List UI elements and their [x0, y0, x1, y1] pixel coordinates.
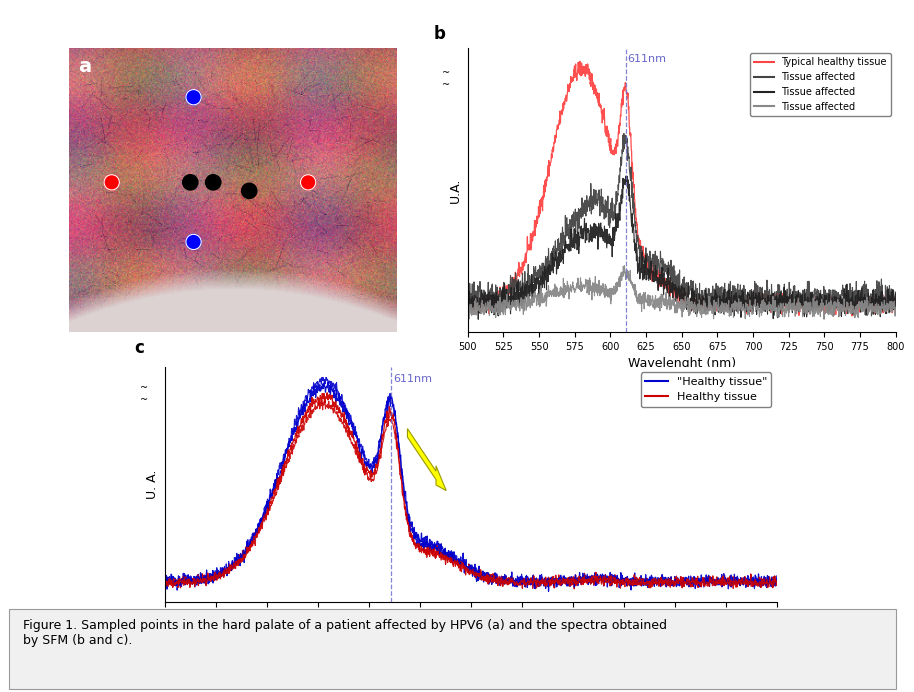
Y-axis label: U. A.: U. A. [146, 470, 159, 499]
Circle shape [186, 235, 201, 250]
Circle shape [186, 89, 201, 105]
Text: b: b [433, 25, 445, 43]
Tissue affected [644, 268, 655, 276]
Tissue affected [819, 315, 830, 323]
Tissue affected [653, 296, 664, 304]
Tissue affected [619, 262, 630, 270]
FancyArrow shape [408, 428, 446, 491]
"Healthy tissue" [323, 379, 334, 387]
Tissue affected [621, 172, 632, 180]
Tissue affected [654, 274, 664, 282]
Tissue affected [890, 303, 901, 311]
Tissue affected [890, 288, 901, 296]
Line: Tissue affected: Tissue affected [468, 266, 896, 319]
Text: c: c [133, 339, 143, 357]
Text: ~
~: ~ ~ [140, 383, 148, 405]
Healthy tissue [508, 578, 519, 586]
Typical healthy tissue [644, 263, 655, 271]
Tissue affected [513, 303, 524, 311]
Circle shape [183, 174, 198, 190]
Tissue affected [644, 273, 655, 281]
Typical healthy tissue [495, 293, 506, 301]
Tissue affected [706, 301, 717, 309]
Tissue affected [495, 286, 506, 295]
Circle shape [206, 174, 221, 190]
Healthy tissue [322, 389, 333, 397]
Circle shape [104, 174, 120, 190]
Circle shape [241, 183, 257, 199]
Tissue affected [661, 284, 672, 293]
Tissue affected [462, 302, 473, 311]
Tissue affected [707, 298, 717, 306]
"Healthy tissue" [432, 537, 443, 545]
Tissue affected [661, 289, 672, 297]
Tissue affected [495, 295, 506, 303]
Y-axis label: U.A.: U.A. [449, 178, 462, 203]
Typical healthy tissue [513, 265, 524, 273]
Tissue affected [462, 291, 473, 300]
Tissue affected [866, 312, 877, 320]
Healthy tissue [443, 553, 454, 561]
Healthy tissue [159, 577, 170, 585]
Line: Typical healthy tissue: Typical healthy tissue [468, 62, 896, 316]
Typical healthy tissue [890, 299, 901, 307]
Legend: Typical healthy tissue, Tissue affected, Tissue affected, Tissue affected: Typical healthy tissue, Tissue affected,… [750, 53, 891, 116]
Tissue affected [513, 283, 524, 291]
Healthy tissue [420, 546, 430, 554]
Line: Healthy tissue: Healthy tissue [165, 393, 777, 589]
X-axis label: Wavelenght (nm): Wavelenght (nm) [628, 358, 736, 370]
Tissue affected [661, 265, 672, 273]
Text: 611nm: 611nm [393, 374, 432, 383]
"Healthy tissue" [771, 572, 782, 580]
"Healthy tissue" [543, 588, 554, 596]
Healthy tissue [231, 558, 242, 567]
Tissue affected [619, 129, 630, 138]
"Healthy tissue" [231, 559, 242, 567]
Tissue affected [706, 291, 717, 299]
Tissue affected [495, 302, 506, 310]
Typical healthy tissue [574, 57, 585, 66]
X-axis label: Wavelenght (nm): Wavelenght (nm) [417, 628, 525, 640]
Tissue affected [890, 289, 901, 298]
Healthy tissue [569, 585, 579, 593]
Healthy tissue [207, 572, 218, 581]
Typical healthy tissue [653, 284, 664, 292]
Typical healthy tissue [706, 295, 717, 303]
Line: "Healthy tissue": "Healthy tissue" [165, 383, 777, 592]
"Healthy tissue" [207, 577, 218, 585]
Tissue affected [462, 304, 473, 312]
Legend: "Healthy tissue", Healthy tissue: "Healthy tissue", Healthy tissue [641, 372, 771, 407]
Text: ~
~: ~ ~ [442, 69, 450, 90]
Tissue affected [473, 315, 484, 323]
Typical healthy tissue [462, 299, 473, 307]
Text: Figure 1. Sampled points in the hard palate of a patient affected by HPV6 (a) an: Figure 1. Sampled points in the hard pal… [23, 619, 667, 647]
"Healthy tissue" [508, 576, 519, 585]
Text: a: a [79, 57, 91, 76]
Tissue affected [644, 298, 655, 306]
Line: Tissue affected: Tissue affected [468, 176, 896, 319]
Typical healthy tissue [661, 282, 672, 290]
Line: Tissue affected: Tissue affected [468, 134, 896, 316]
Tissue affected [513, 289, 524, 298]
"Healthy tissue" [443, 547, 454, 555]
Healthy tissue [771, 577, 782, 585]
"Healthy tissue" [420, 543, 430, 552]
Healthy tissue [432, 550, 443, 558]
Text: 611nm: 611nm [628, 54, 666, 64]
Typical healthy tissue [849, 312, 860, 320]
Tissue affected [653, 255, 664, 264]
Circle shape [301, 174, 315, 190]
"Healthy tissue" [159, 581, 170, 589]
